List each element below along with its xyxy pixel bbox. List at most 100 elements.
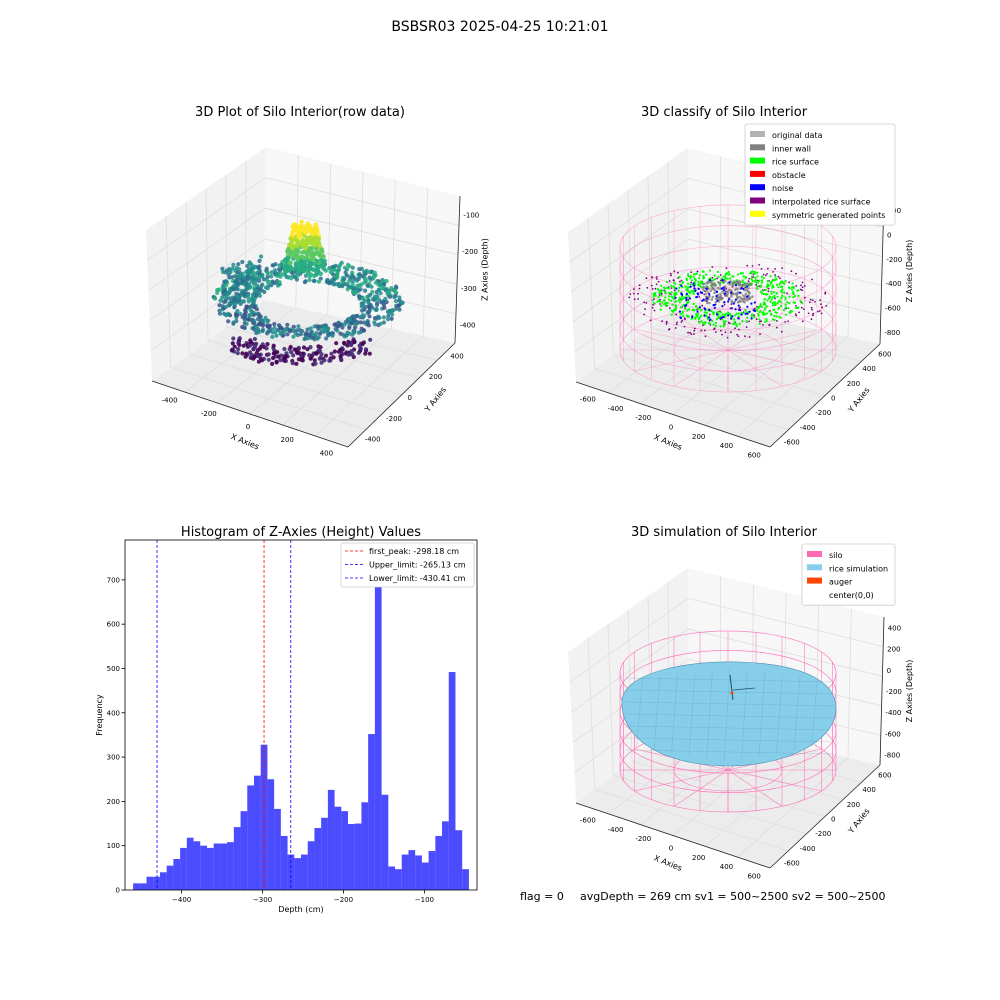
p4-mesh-line (625, 725, 835, 731)
p1-x-tick-label: -200 (201, 410, 217, 418)
p2-rice-point (670, 299, 673, 302)
p2-rice-point (679, 306, 683, 309)
p2-rice-point (681, 281, 685, 284)
p2-rice-point (692, 275, 695, 279)
p1-data-point (352, 276, 357, 281)
p2-interpolated-point (726, 336, 729, 339)
p1-data-point (281, 330, 286, 335)
p1-data-point (289, 276, 294, 281)
histogram-bar (240, 811, 248, 890)
p1-data-point (351, 329, 356, 334)
p2-rice-point (742, 275, 745, 278)
p1-data-point (349, 321, 354, 326)
p4-grid-line (594, 788, 789, 852)
p2-rice-point (681, 297, 684, 300)
p2-interpolated-point (644, 308, 646, 310)
p2-wall-point (731, 284, 735, 287)
p1-grid-line (245, 313, 438, 361)
p2-interpolated-point (670, 274, 672, 277)
p4-z-tick-label: -200 (886, 688, 902, 696)
p2-rice-point (772, 291, 776, 294)
p1-data-point (317, 356, 322, 361)
p2-rice-point (697, 313, 700, 316)
p1-data-point (314, 272, 319, 277)
histogram-frame (124, 539, 478, 891)
p1-data-point (285, 332, 290, 337)
p2-rice-point (762, 311, 765, 314)
p2-rice-point (660, 290, 663, 293)
p2-rice-point (671, 296, 674, 299)
p2-noise-point (745, 285, 749, 288)
p2-interpolated-point (748, 320, 750, 323)
p2-noise-point (732, 302, 735, 305)
p2-rice-point (751, 279, 754, 283)
p2-rice-point (758, 310, 761, 314)
p2-interpolated-point (795, 305, 797, 307)
p2-x-axis-label: X Axies (653, 432, 684, 451)
p2-interpolated-point (633, 288, 635, 290)
p1-data-point (347, 316, 352, 321)
p4-auger (729, 674, 734, 701)
p4-grid-line (613, 774, 807, 835)
p2-interpolated-point (753, 314, 755, 317)
p2-rice-point (741, 280, 744, 283)
p1-data-point (260, 282, 265, 287)
p1-data-point (312, 358, 317, 363)
p2-wall-point (716, 286, 720, 290)
p2-rice-point (737, 315, 740, 318)
p1-data-point (235, 308, 240, 314)
p2-interpolated-point (703, 329, 706, 332)
p2-rice-point (741, 272, 745, 275)
histogram-bar (334, 806, 342, 890)
p1-data-point (325, 280, 330, 285)
p1-data-point (354, 322, 359, 327)
p2-wall-point (727, 288, 731, 292)
p2-rice-point (724, 276, 727, 280)
p2-rice-point (672, 298, 675, 301)
p2-interpolated-point (651, 306, 654, 309)
p2-silo-spoke (673, 313, 729, 351)
p2-rice-point (791, 282, 794, 285)
p1-grid-line (149, 238, 266, 321)
p2-noise-point (750, 302, 753, 305)
p1-data-point (284, 351, 289, 356)
p1-data-point (345, 343, 350, 348)
p1-data-point (368, 337, 373, 342)
p1-data-point (273, 330, 278, 335)
histogram-bar (314, 827, 322, 890)
p1-data-point (266, 357, 271, 362)
p2-interpolated-point (786, 292, 788, 295)
p2-rice-point (672, 285, 675, 288)
p4-y-tick-label: 200 (847, 801, 860, 809)
p2-interpolated-point (714, 331, 717, 333)
p1-data-point (296, 345, 301, 351)
p1-data-point (289, 242, 294, 248)
p1-data-point (304, 331, 309, 336)
p2-interpolated-point (762, 324, 764, 326)
p2-interpolated-point (811, 278, 813, 281)
p2-noise-point (708, 308, 711, 312)
p2-noise-point (727, 300, 730, 303)
p2-wall-point (719, 294, 723, 298)
histogram-bar (301, 854, 308, 890)
p4-grid-line (570, 628, 689, 713)
histogram-legend-label: Lower_limit: -430.41 cm (369, 574, 466, 583)
p2-rice-point (716, 311, 719, 314)
p2-noise-point (723, 292, 726, 295)
p2-y-tick-label: 200 (847, 380, 860, 388)
p2-noise-point (696, 292, 699, 295)
p2-rice-point (689, 277, 692, 280)
p1-data-point (252, 336, 257, 342)
histogram-bar (133, 883, 140, 890)
p2-rice-point (776, 292, 779, 295)
p2-noise-point (685, 298, 688, 302)
p2-rice-point (738, 322, 741, 325)
p2-noise-point (720, 287, 724, 290)
p1-data-point (222, 311, 227, 316)
p2-noise-point (674, 296, 677, 299)
p1-data-point (251, 346, 256, 351)
p1-data-point (294, 253, 300, 259)
p2-rice-point (734, 314, 737, 317)
p2-rice-point (788, 295, 791, 298)
p1-data-point (271, 280, 276, 285)
